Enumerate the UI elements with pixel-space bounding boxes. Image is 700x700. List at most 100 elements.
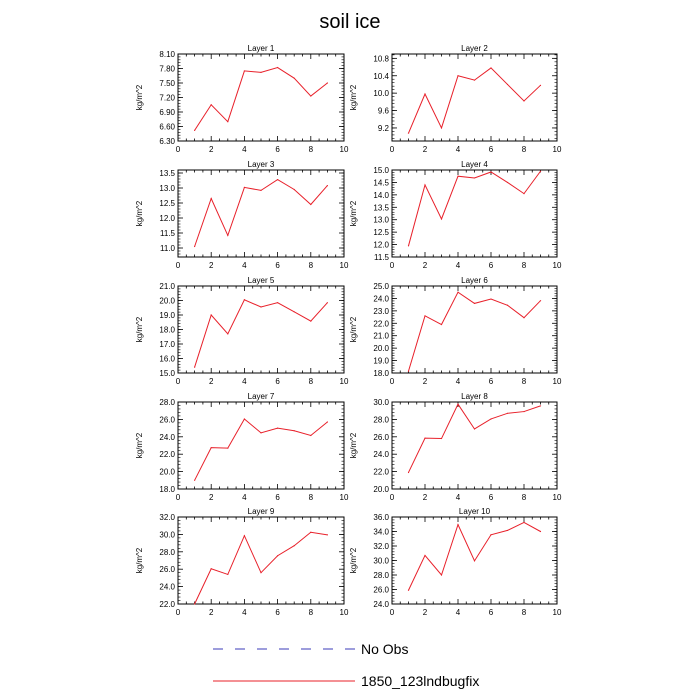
y-tick-label: 22.0 xyxy=(159,600,175,609)
x-tick-label: 4 xyxy=(242,377,247,386)
y-tick-label: 23.0 xyxy=(373,307,389,316)
y-tick-label: 26.0 xyxy=(159,565,175,574)
y-tick-label: 15.0 xyxy=(373,166,389,175)
x-tick-label: 4 xyxy=(456,608,461,617)
data-point xyxy=(243,299,245,301)
y-axis-label: kg/m^2 xyxy=(349,547,358,573)
y-tick-label: 22.0 xyxy=(159,450,175,459)
y-tick-label: 28.0 xyxy=(159,398,175,407)
y-tick-label: 13.5 xyxy=(159,169,175,178)
y-tick-label: 24.0 xyxy=(373,294,389,303)
data-point xyxy=(194,245,196,248)
chart-panel-layer-8: Layer 8 kg/m^2 0 2 4 6 8 10 20.0 22.0 24.0 26.0 28.0… xyxy=(349,392,562,502)
y-tick-label: 13.5 xyxy=(373,203,389,212)
y-tick-label: 24.0 xyxy=(159,433,175,442)
x-tick-label: 6 xyxy=(489,608,494,617)
y-axis-label: kg/m^2 xyxy=(135,547,144,573)
data-point xyxy=(277,302,279,304)
series-line-1850-123lndbugfix xyxy=(408,521,541,591)
data-point xyxy=(277,66,279,69)
plot-frame xyxy=(177,169,345,258)
x-tick-label: 10 xyxy=(340,377,349,386)
x-tick-label: 8 xyxy=(522,608,527,617)
y-tick-label: 22.0 xyxy=(373,468,389,477)
data-point xyxy=(227,447,229,449)
x-tick-label: 8 xyxy=(522,377,527,386)
data-point xyxy=(243,535,245,537)
data-point xyxy=(490,67,492,69)
panel-title: Layer 2 xyxy=(461,44,488,53)
y-axis-label: kg/m^2 xyxy=(349,84,358,110)
data-point xyxy=(277,555,279,557)
data-point xyxy=(539,300,542,302)
plot-frame xyxy=(177,53,345,142)
data-point xyxy=(490,534,492,536)
chart-panel-layer-6: Layer 6 kg/m^2 0 2 4 6 8 10 18.0 19.0 20.0 21.0 22.0… xyxy=(349,276,562,386)
y-tick-label: 20.0 xyxy=(159,468,175,477)
y-tick-label: 21.0 xyxy=(373,332,389,341)
y-tick-label: 18.0 xyxy=(159,326,175,335)
data-point xyxy=(310,320,312,322)
data-point xyxy=(506,181,509,184)
data-point xyxy=(490,418,492,420)
x-tick-label: 0 xyxy=(176,145,181,154)
x-tick-label: 2 xyxy=(209,261,214,270)
x-tick-label: 2 xyxy=(209,377,214,386)
data-point xyxy=(210,447,212,449)
x-tick-label: 4 xyxy=(242,608,247,617)
y-tick-label: 12.5 xyxy=(373,228,389,237)
x-tick-label: 6 xyxy=(275,608,280,617)
x-tick-label: 4 xyxy=(242,261,247,270)
x-tick-label: 4 xyxy=(456,261,461,270)
data-point xyxy=(440,437,443,440)
data-point xyxy=(523,100,525,102)
x-tick-label: 2 xyxy=(423,377,428,386)
x-tick-label: 4 xyxy=(456,493,461,502)
y-tick-label: 24.0 xyxy=(373,600,389,609)
chart-panel-layer-1: Layer 1 kg/m^2 0 2 4 6 8 10 6.30 6.60 6.90 7.20 7.50… xyxy=(135,44,349,154)
y-tick-label: 12.0 xyxy=(373,241,389,250)
data-point xyxy=(473,302,476,304)
y-tick-label: 10.4 xyxy=(373,72,389,81)
chart-panel-layer-3: Layer 3 kg/m^2 0 2 4 6 8 10 11.0 11.5 12.0 12.5 13.0… xyxy=(135,160,349,270)
y-tick-label: 10.8 xyxy=(373,54,389,63)
data-point xyxy=(424,437,426,439)
x-tick-label: 10 xyxy=(340,608,349,617)
data-point xyxy=(457,291,459,293)
data-point xyxy=(457,403,459,405)
x-tick-label: 4 xyxy=(242,493,247,502)
y-tick-label: 26.0 xyxy=(159,415,175,424)
y-tick-label: 34.0 xyxy=(373,528,389,537)
y-tick-label: 12.0 xyxy=(159,214,175,223)
x-tick-label: 0 xyxy=(176,608,181,617)
y-tick-label: 18.0 xyxy=(159,485,175,494)
y-tick-label: 32.0 xyxy=(159,513,175,522)
data-point xyxy=(260,306,262,308)
panel-title: Layer 7 xyxy=(248,392,275,401)
series-line-1850-123lndbugfix xyxy=(408,291,541,372)
plot-frame xyxy=(177,285,345,374)
figure-title: soil ice xyxy=(319,11,380,33)
y-axis-label: kg/m^2 xyxy=(135,432,144,458)
y-tick-label: 11.0 xyxy=(160,244,176,253)
x-tick-label: 10 xyxy=(553,377,562,386)
data-point xyxy=(194,603,196,605)
y-axis-label: kg/m^2 xyxy=(135,200,144,226)
x-tick-label: 2 xyxy=(209,608,214,617)
series-line-1850-123lndbugfix xyxy=(408,67,541,134)
y-tick-label: 22.0 xyxy=(373,319,389,328)
series-line-1850-123lndbugfix xyxy=(408,170,541,246)
data-point xyxy=(407,471,410,474)
y-tick-label: 7.80 xyxy=(159,65,175,74)
data-point xyxy=(310,203,312,206)
data-point xyxy=(326,185,328,187)
data-point xyxy=(473,177,476,179)
data-point xyxy=(523,317,525,319)
plot-frame xyxy=(391,53,558,142)
data-point xyxy=(539,84,542,86)
data-point xyxy=(310,95,312,97)
panel-title: Layer 1 xyxy=(248,44,275,53)
y-tick-label: 20.0 xyxy=(373,344,389,353)
y-tick-label: 28.0 xyxy=(159,548,175,557)
data-point xyxy=(473,560,476,562)
